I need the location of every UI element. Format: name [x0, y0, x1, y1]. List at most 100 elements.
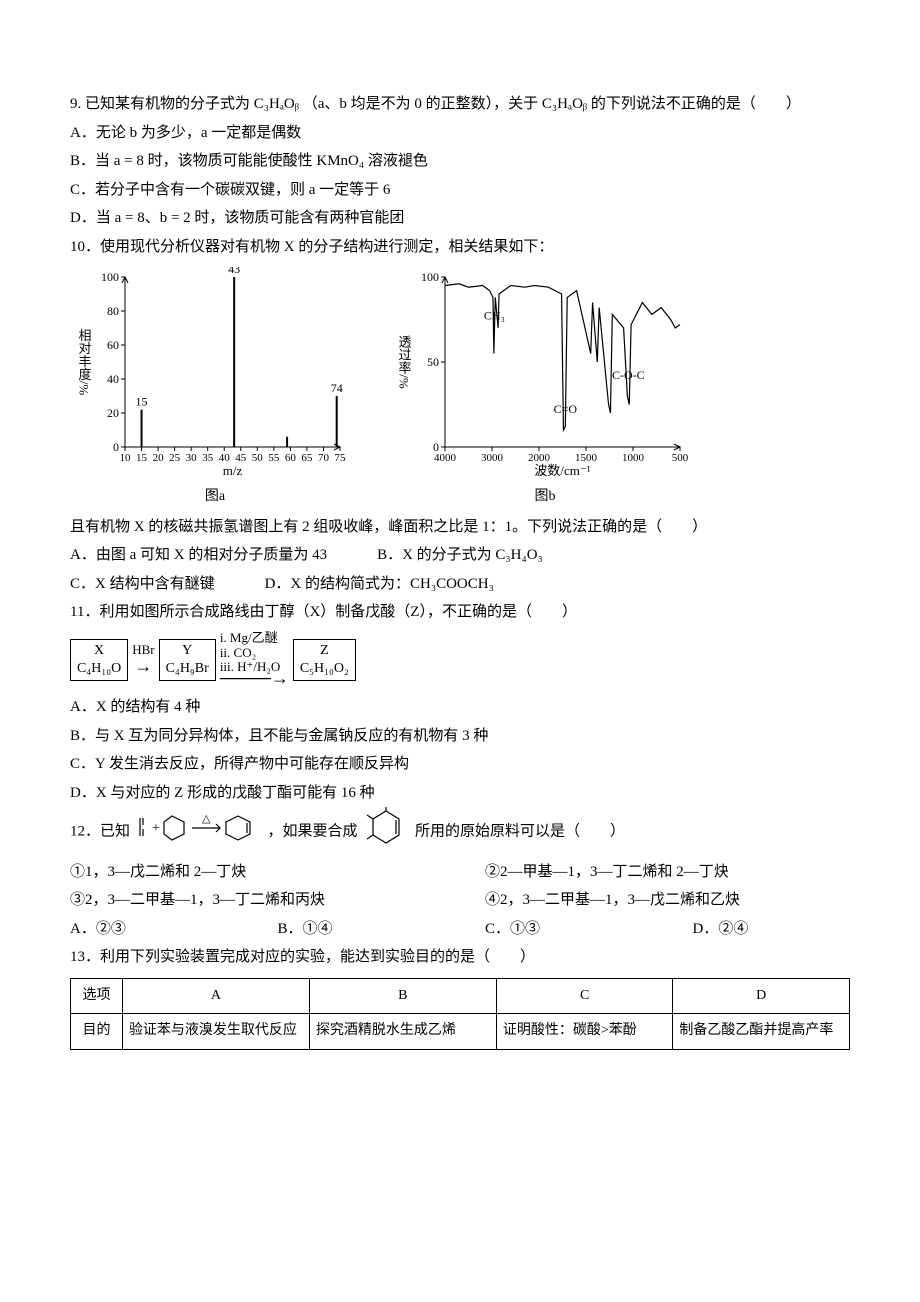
arrow2-l2: ii. CO₂	[220, 646, 281, 661]
arrow-icon-2: ────→	[220, 669, 289, 689]
q11-opt-c: C．Y 发生消去反应，所得产物中可能存在顺反异构	[70, 750, 850, 779]
svg-text:55: 55	[268, 452, 280, 464]
q13-stem: 13．利用下列实验装置完成对应的实验，能达到实验目的的是（ ）	[70, 943, 850, 972]
q12-o1: ①1，3—戊二烯和 2—丁炔	[70, 858, 435, 887]
q10-opt-b: B．X 的分子式为 C₃H₄O₃	[377, 541, 543, 570]
q11-scheme: X C₄H₁₀O HBr → Y C₄H₉Br i. Mg/乙醚 ii. CO₂…	[70, 631, 850, 690]
chart-a: 0204060801001015202530354045505560657075…	[70, 267, 360, 482]
q11-opt-b: B．与 X 互为同分异构体，且不能与金属钠反应的有机物有 3 种	[70, 722, 850, 751]
svg-text:3000: 3000	[481, 452, 504, 464]
q10-after: 且有机物 X 的核磁共振氢谱图上有 2 组吸收峰，峰面积之比是 1：1。下列说法…	[70, 513, 850, 542]
svg-text:15: 15	[136, 395, 148, 409]
q9-stem: 9. 已知某有机物的分子式为 C₃HₐOᵦ （a、b 均是不为 0 的正整数），…	[70, 90, 850, 119]
q12-o3: ③2，3—二甲基—1，3—丁二烯和丙炔	[70, 886, 435, 915]
scheme-z-top: Z	[300, 642, 349, 660]
svg-text:透过率/%: 透过率/%	[397, 335, 412, 389]
scheme-box-x: X C₄H₁₀O	[70, 639, 128, 681]
q10-opt-a: A．由图 a 可知 X 的相对分子质量为 43	[70, 541, 327, 570]
svg-text:20: 20	[107, 406, 119, 420]
q13-table: 选项 A B C D 目的 验证苯与液溴发生取代反应 探究酒精脱水生成乙烯 证明…	[70, 978, 850, 1050]
svg-text:△: △	[202, 813, 211, 825]
q12-mid: ，如果要合成	[268, 824, 358, 840]
q12-stem: 12．已知 + △ ，如果要合成	[70, 807, 850, 858]
svg-text:20: 20	[153, 452, 165, 464]
svg-text:35: 35	[202, 452, 214, 464]
scheme-box-y: Y C₄H₉Br	[159, 639, 216, 681]
q12-o4: ④2，3—二甲基—1，3—戊二烯和乙炔	[485, 886, 850, 915]
svg-text:15: 15	[136, 452, 148, 464]
svg-text:50: 50	[252, 452, 263, 464]
scheme-x-bot: C₄H₁₀O	[77, 660, 121, 678]
svg-text:100: 100	[421, 270, 439, 284]
svg-text:30: 30	[186, 452, 198, 464]
q12-opt-d: D．②④	[693, 915, 851, 944]
scheme-arrow-2: i. Mg/乙醚 ii. CO₂ iii. H⁺/H₂O ────→	[220, 631, 289, 690]
cell-d: 制备乙酸乙酯并提高产率	[673, 1014, 850, 1050]
chart-b-wrap: 05010040003000200015001000500CH₃C=OC-O-C…	[390, 267, 700, 511]
svg-text:+: +	[152, 821, 160, 836]
arrow2-l1: i. Mg/乙醚	[220, 631, 281, 646]
scheme-y-top: Y	[166, 642, 209, 660]
target-ring-icon	[361, 807, 411, 858]
table-row: 选项 A B C D	[71, 978, 850, 1014]
hdr-col0: 选项	[71, 978, 123, 1014]
svg-text:4000: 4000	[434, 452, 457, 464]
scheme-z-bot: C₅H₁₀O₂	[300, 660, 349, 678]
svg-text:40: 40	[107, 372, 119, 386]
arrow1-label: HBr	[132, 643, 154, 657]
cell-c: 证明酸性：碳酸>苯酚	[496, 1014, 673, 1050]
svg-text:500: 500	[672, 452, 689, 464]
q9-opt-c: C．若分子中含有一个碳碳双键，则 a 一定等于 6	[70, 176, 850, 205]
q12-opt-b: B．①④	[278, 915, 436, 944]
scheme-arrow-1: HBr →	[132, 643, 154, 677]
q12-before: 12．已知	[70, 824, 130, 840]
table-row: 目的 验证苯与液溴发生取代反应 探究酒精脱水生成乙烯 证明酸性：碳酸>苯酚 制备…	[71, 1014, 850, 1050]
row-label: 目的	[71, 1014, 123, 1050]
chart-a-caption: 图a	[70, 484, 360, 511]
svg-text:74: 74	[331, 381, 343, 395]
chart-a-wrap: 0204060801001015202530354045505560657075…	[70, 267, 360, 511]
svg-text:m/z: m/z	[223, 463, 243, 478]
q10-opt-d: D．X 的结构简式为：CH₃COOCH₃	[265, 570, 494, 599]
svg-text:100: 100	[101, 270, 119, 284]
q9-opt-d: D．当 a = 8、b = 2 时，该物质可能含有两种官能团	[70, 204, 850, 233]
diels-alder-icon: + △	[134, 810, 264, 855]
scheme-x-top: X	[77, 642, 121, 660]
scheme-y-bot: C₄H₉Br	[166, 660, 209, 678]
arrow-icon: →	[134, 657, 152, 677]
svg-text:60: 60	[107, 338, 119, 352]
q12-after: 所用的原始原料可以是（ ）	[415, 824, 625, 840]
q11-opt-d: D．X 与对应的 Z 形成的戊酸丁酯可能有 16 种	[70, 779, 850, 808]
q12-o2: ②2—甲基—1，3—丁二烯和 2—丁炔	[485, 858, 850, 887]
svg-text:波数/cm⁻¹: 波数/cm⁻¹	[534, 463, 590, 478]
hdr-colD: D	[673, 978, 850, 1014]
svg-text:1000: 1000	[622, 452, 645, 464]
q11-opt-a: A．X 的结构有 4 种	[70, 693, 850, 722]
q10-charts: 0204060801001015202530354045505560657075…	[70, 267, 850, 511]
svg-text:80: 80	[107, 304, 119, 318]
hdr-colC: C	[496, 978, 673, 1014]
svg-text:C-O-C: C-O-C	[612, 368, 645, 382]
svg-text:50: 50	[427, 355, 439, 369]
scheme-box-z: Z C₅H₁₀O₂	[293, 639, 356, 681]
chart-b: 05010040003000200015001000500CH₃C=OC-O-C…	[390, 267, 700, 482]
svg-text:10: 10	[120, 452, 132, 464]
q10-opt-c: C．X 结构中含有醚键	[70, 570, 215, 599]
svg-text:60: 60	[285, 452, 297, 464]
hdr-colA: A	[122, 978, 309, 1014]
q9-opt-b: B．当 a = 8 时，该物质可能能使酸性 KMnO₄ 溶液褪色	[70, 147, 850, 176]
svg-text:0: 0	[113, 440, 119, 454]
q9-opt-a: A．无论 b 为多少，a 一定都是偶数	[70, 119, 850, 148]
svg-text:相对丰度/%: 相对丰度/%	[77, 329, 92, 396]
q11-stem: 11．利用如图所示合成路线由丁醇（X）制备戊酸（Z），不正确的是（ ）	[70, 598, 850, 627]
cell-a: 验证苯与液溴发生取代反应	[122, 1014, 309, 1050]
cell-b: 探究酒精脱水生成乙烯	[309, 1014, 496, 1050]
svg-text:C=O: C=O	[554, 402, 578, 416]
chart-b-caption: 图b	[390, 484, 700, 511]
q12-opt-c: C．①③	[485, 915, 643, 944]
svg-text:CH₃: CH₃	[484, 309, 505, 323]
svg-text:75: 75	[335, 452, 347, 464]
q12-opt-a: A．②③	[70, 915, 228, 944]
svg-text:70: 70	[318, 452, 330, 464]
svg-text:43: 43	[228, 267, 240, 276]
